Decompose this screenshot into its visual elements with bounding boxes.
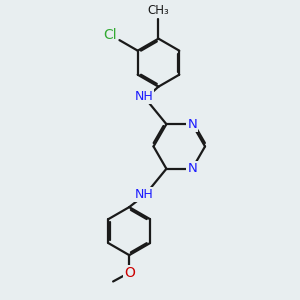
Text: NH: NH (134, 90, 153, 104)
Text: NH: NH (134, 188, 153, 201)
Text: CH₃: CH₃ (148, 4, 169, 17)
Text: Cl: Cl (103, 28, 117, 42)
Text: N: N (187, 162, 197, 175)
Text: O: O (124, 266, 135, 280)
Text: N: N (187, 118, 197, 130)
